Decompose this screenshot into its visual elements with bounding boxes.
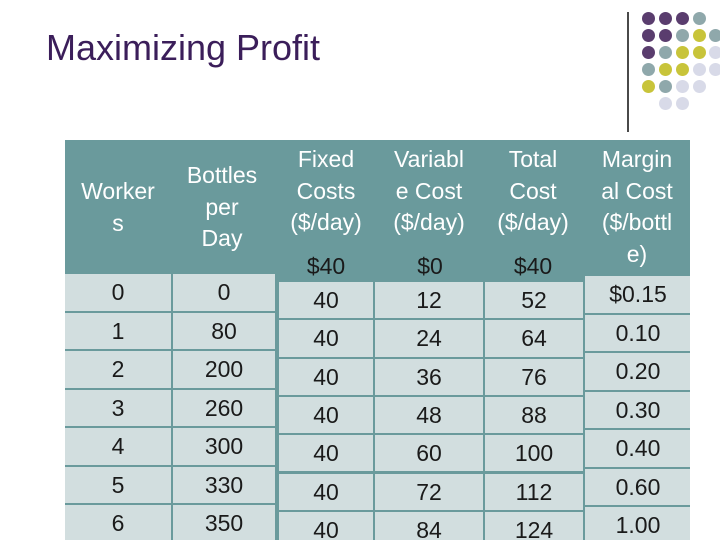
fixed-cost-cell: 40 bbox=[279, 511, 373, 540]
worker-cell: 0 bbox=[65, 274, 171, 311]
marginal-cost-cell: 1.00 bbox=[585, 507, 690, 540]
fixed-cost-cell: 40 bbox=[279, 473, 373, 510]
marginal-cost-cell: 0.10 bbox=[585, 314, 690, 351]
bottles-cell: 300 bbox=[173, 428, 275, 465]
worker-cell: 3 bbox=[65, 389, 171, 426]
decorative-dot bbox=[659, 46, 672, 59]
decorative-dot bbox=[676, 97, 689, 110]
decorative-dot bbox=[709, 63, 720, 76]
marginal-cost-cell: $0.15 bbox=[585, 276, 690, 313]
header-fixed-costs: Fixed Costs ($/day) bbox=[290, 146, 362, 235]
worker-cell: 5 bbox=[65, 466, 171, 503]
decorative-dot bbox=[642, 63, 655, 76]
fixed-cost-cell: 40 bbox=[279, 320, 373, 357]
variable-cost-cell: 24 bbox=[375, 320, 483, 357]
total-cost-cell: 76 bbox=[485, 358, 583, 395]
decorative-dot bbox=[693, 46, 706, 59]
variable-cost-cell: 12 bbox=[375, 282, 483, 319]
decorative-dot bbox=[642, 12, 655, 25]
bottles-cell: 350 bbox=[173, 505, 275, 540]
marginal-cost-cell: 0.60 bbox=[585, 468, 690, 505]
decorative-dot bbox=[676, 46, 689, 59]
total-cost-cell: 64 bbox=[485, 320, 583, 357]
decorative-dot bbox=[693, 29, 706, 42]
fixed-cost-cell: 40 bbox=[279, 358, 373, 395]
worker-cell: 4 bbox=[65, 428, 171, 465]
fixed-cost-cell: 40 bbox=[279, 435, 373, 472]
variable-cost-cell: 60 bbox=[375, 435, 483, 472]
decorative-dot bbox=[659, 63, 672, 76]
fixed-cost-zero-workers: $40 bbox=[306, 253, 346, 279]
header-marginal-cost: Margin al Cost ($/bottl e) bbox=[601, 146, 673, 267]
total-cost-zero-workers: $40 bbox=[513, 253, 553, 279]
header-bottles-per-day: Bottles per Day bbox=[186, 162, 258, 251]
decorative-dot bbox=[693, 12, 706, 25]
variable-cost-cell: 48 bbox=[375, 396, 483, 434]
bottles-cell: 260 bbox=[173, 389, 275, 426]
decorative-dot bbox=[709, 29, 720, 42]
total-cost-cell: 124 bbox=[485, 511, 583, 540]
dot-grid-decoration bbox=[640, 12, 720, 112]
total-cost-cell: 112 bbox=[485, 473, 583, 510]
header-total-cost: Total Cost ($/day) bbox=[497, 146, 569, 235]
fixed-cost-cell: 40 bbox=[279, 396, 373, 434]
total-cost-cell: 88 bbox=[485, 396, 583, 434]
bottles-cell: 330 bbox=[173, 466, 275, 503]
bottles-cell: 200 bbox=[173, 351, 275, 388]
decorative-dot bbox=[659, 12, 672, 25]
bottles-cell: 80 bbox=[173, 312, 275, 349]
marginal-cost-cell: 0.40 bbox=[585, 430, 690, 467]
divider-line bbox=[627, 12, 629, 132]
decorative-dot bbox=[659, 80, 672, 93]
decorative-dot bbox=[642, 80, 655, 93]
total-cost-cell: 52 bbox=[485, 282, 583, 319]
decorative-dot bbox=[676, 29, 689, 42]
cost-table: Worker s Bottles per Day Fixed Costs ($/… bbox=[65, 140, 690, 540]
decorative-dot bbox=[642, 29, 655, 42]
header-workers: Worker s bbox=[81, 178, 155, 236]
variable-cost-zero-workers: $0 bbox=[417, 253, 443, 279]
decorative-dot bbox=[676, 12, 689, 25]
header-variable-cost: Variabl e Cost ($/day) bbox=[393, 146, 465, 235]
worker-cell: 2 bbox=[65, 351, 171, 388]
variable-cost-cell: 72 bbox=[375, 473, 483, 510]
decorative-dot bbox=[693, 80, 706, 93]
total-cost-cell: 100 bbox=[485, 435, 583, 472]
bottles-cell: 0 bbox=[173, 274, 275, 311]
decorative-dot bbox=[642, 46, 655, 59]
marginal-cost-cell: 0.20 bbox=[585, 353, 690, 390]
decorative-dot bbox=[709, 46, 720, 59]
worker-cell: 6 bbox=[65, 505, 171, 540]
worker-cell: 1 bbox=[65, 312, 171, 349]
variable-cost-cell: 36 bbox=[375, 358, 483, 395]
decorative-dot bbox=[693, 63, 706, 76]
decorative-dot bbox=[659, 29, 672, 42]
fixed-cost-cell: 40 bbox=[279, 282, 373, 319]
decorative-dot bbox=[676, 63, 689, 76]
slide-title: Maximizing Profit bbox=[46, 27, 321, 68]
marginal-cost-cell: 0.30 bbox=[585, 391, 690, 428]
decorative-dot bbox=[659, 97, 672, 110]
decorative-dot bbox=[676, 80, 689, 93]
variable-cost-cell: 84 bbox=[375, 511, 483, 540]
